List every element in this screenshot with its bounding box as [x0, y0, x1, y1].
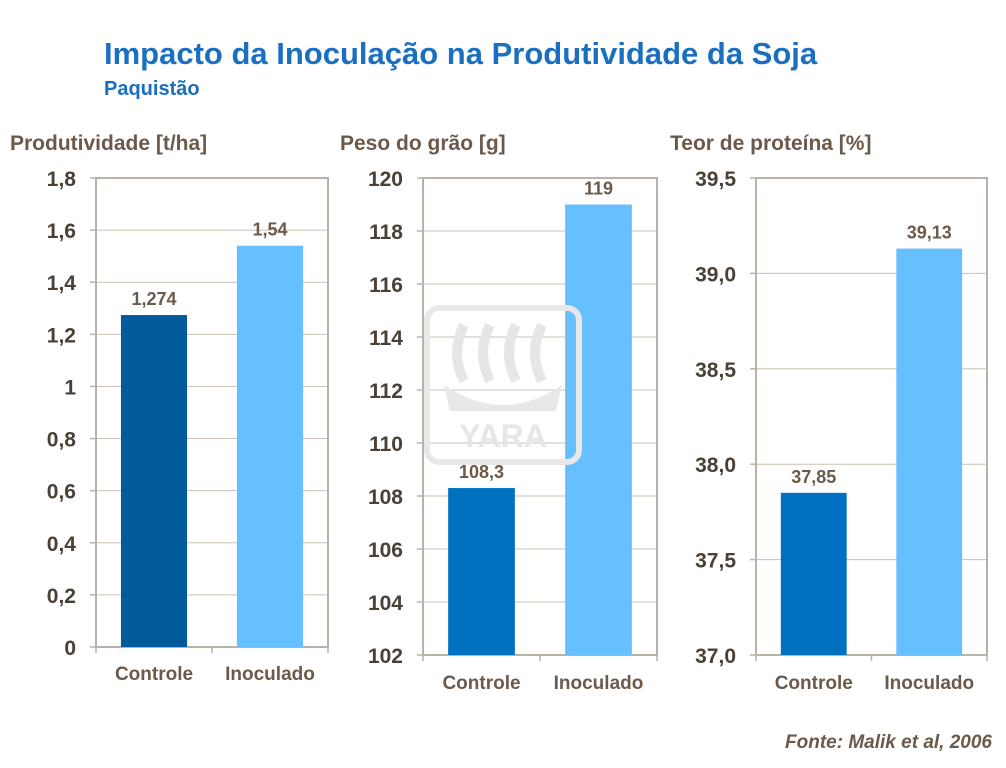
produtividade-ytick-label: 0: [64, 637, 76, 660]
proteina-ytick-label: 38,0: [695, 454, 736, 477]
page-title: Impacto da Inoculação na Produtividade d…: [104, 36, 818, 71]
peso-ytick-label: 110: [369, 433, 403, 456]
peso-bar-controle: [448, 488, 515, 655]
produtividade-ytick-label: 0,6: [47, 481, 76, 504]
peso-value-label: 119: [584, 179, 613, 199]
produtividade-ytick-label: 0,4: [47, 533, 77, 556]
chart-title-proteina: Teor de proteína [%]: [670, 132, 872, 155]
produtividade-ytick-label: 1,4: [47, 272, 77, 295]
peso-category-label: Controle: [442, 673, 520, 694]
chart-title-peso: Peso do grão [g]: [340, 132, 506, 155]
produtividade-ytick-label: 1,8: [47, 168, 77, 191]
produtividade-bar-controle: [120, 315, 188, 647]
proteina-value-label: 37,85: [791, 467, 836, 487]
proteina-bar-controle: [780, 492, 847, 655]
peso-ytick-label: 112: [369, 380, 403, 403]
proteina-category-label: Inoculado: [884, 673, 974, 694]
peso-ytick-label: 118: [369, 221, 403, 244]
produtividade-ytick-label: 0,8: [47, 429, 77, 452]
peso-category-label: Inoculado: [554, 673, 644, 694]
produtividade-ytick-label: 1: [64, 376, 76, 399]
yara-logo-watermark: YARA: [424, 305, 582, 465]
proteina-ytick-label: 39,5: [695, 168, 736, 191]
peso-ytick-label: 102: [368, 645, 403, 668]
watermark-text: YARA: [459, 418, 547, 454]
produtividade-category-label: Controle: [115, 664, 193, 685]
produtividade-category-label: Inoculado: [225, 664, 315, 685]
proteina-bar-inoculado: [896, 248, 963, 655]
peso-ytick-label: 106: [368, 539, 403, 562]
produtividade-bar-inoculado: [236, 245, 304, 647]
proteina-ytick-label: 39,0: [695, 263, 736, 286]
proteina-ytick-label: 37,0: [695, 645, 736, 668]
proteina-ytick-label: 38,5: [695, 359, 736, 382]
peso-ytick-label: 104: [368, 592, 403, 615]
peso-ytick-label: 108: [368, 486, 403, 509]
chart-title-produtividade: Produtividade [t/ha]: [10, 132, 208, 155]
produtividade-ytick-label: 1,2: [47, 324, 76, 347]
peso-ytick-label: 116: [369, 274, 403, 297]
source-citation: Fonte: Malik et al, 2006: [785, 732, 992, 753]
peso-ytick-label: 114: [369, 327, 403, 350]
peso-value-label: 108,3: [459, 462, 504, 482]
proteina-value-label: 39,13: [907, 223, 952, 243]
peso-ytick-label: 120: [368, 168, 403, 191]
produtividade-value-label: 1,274: [131, 289, 176, 309]
page-subtitle: Paquistão: [104, 78, 200, 100]
proteina-category-label: Controle: [775, 673, 853, 694]
proteina-ytick-label: 37,5: [695, 550, 736, 573]
produtividade-ytick-label: 1,6: [47, 220, 76, 243]
produtividade-ytick-label: 0,2: [47, 585, 76, 608]
produtividade-value-label: 1,54: [252, 220, 287, 240]
